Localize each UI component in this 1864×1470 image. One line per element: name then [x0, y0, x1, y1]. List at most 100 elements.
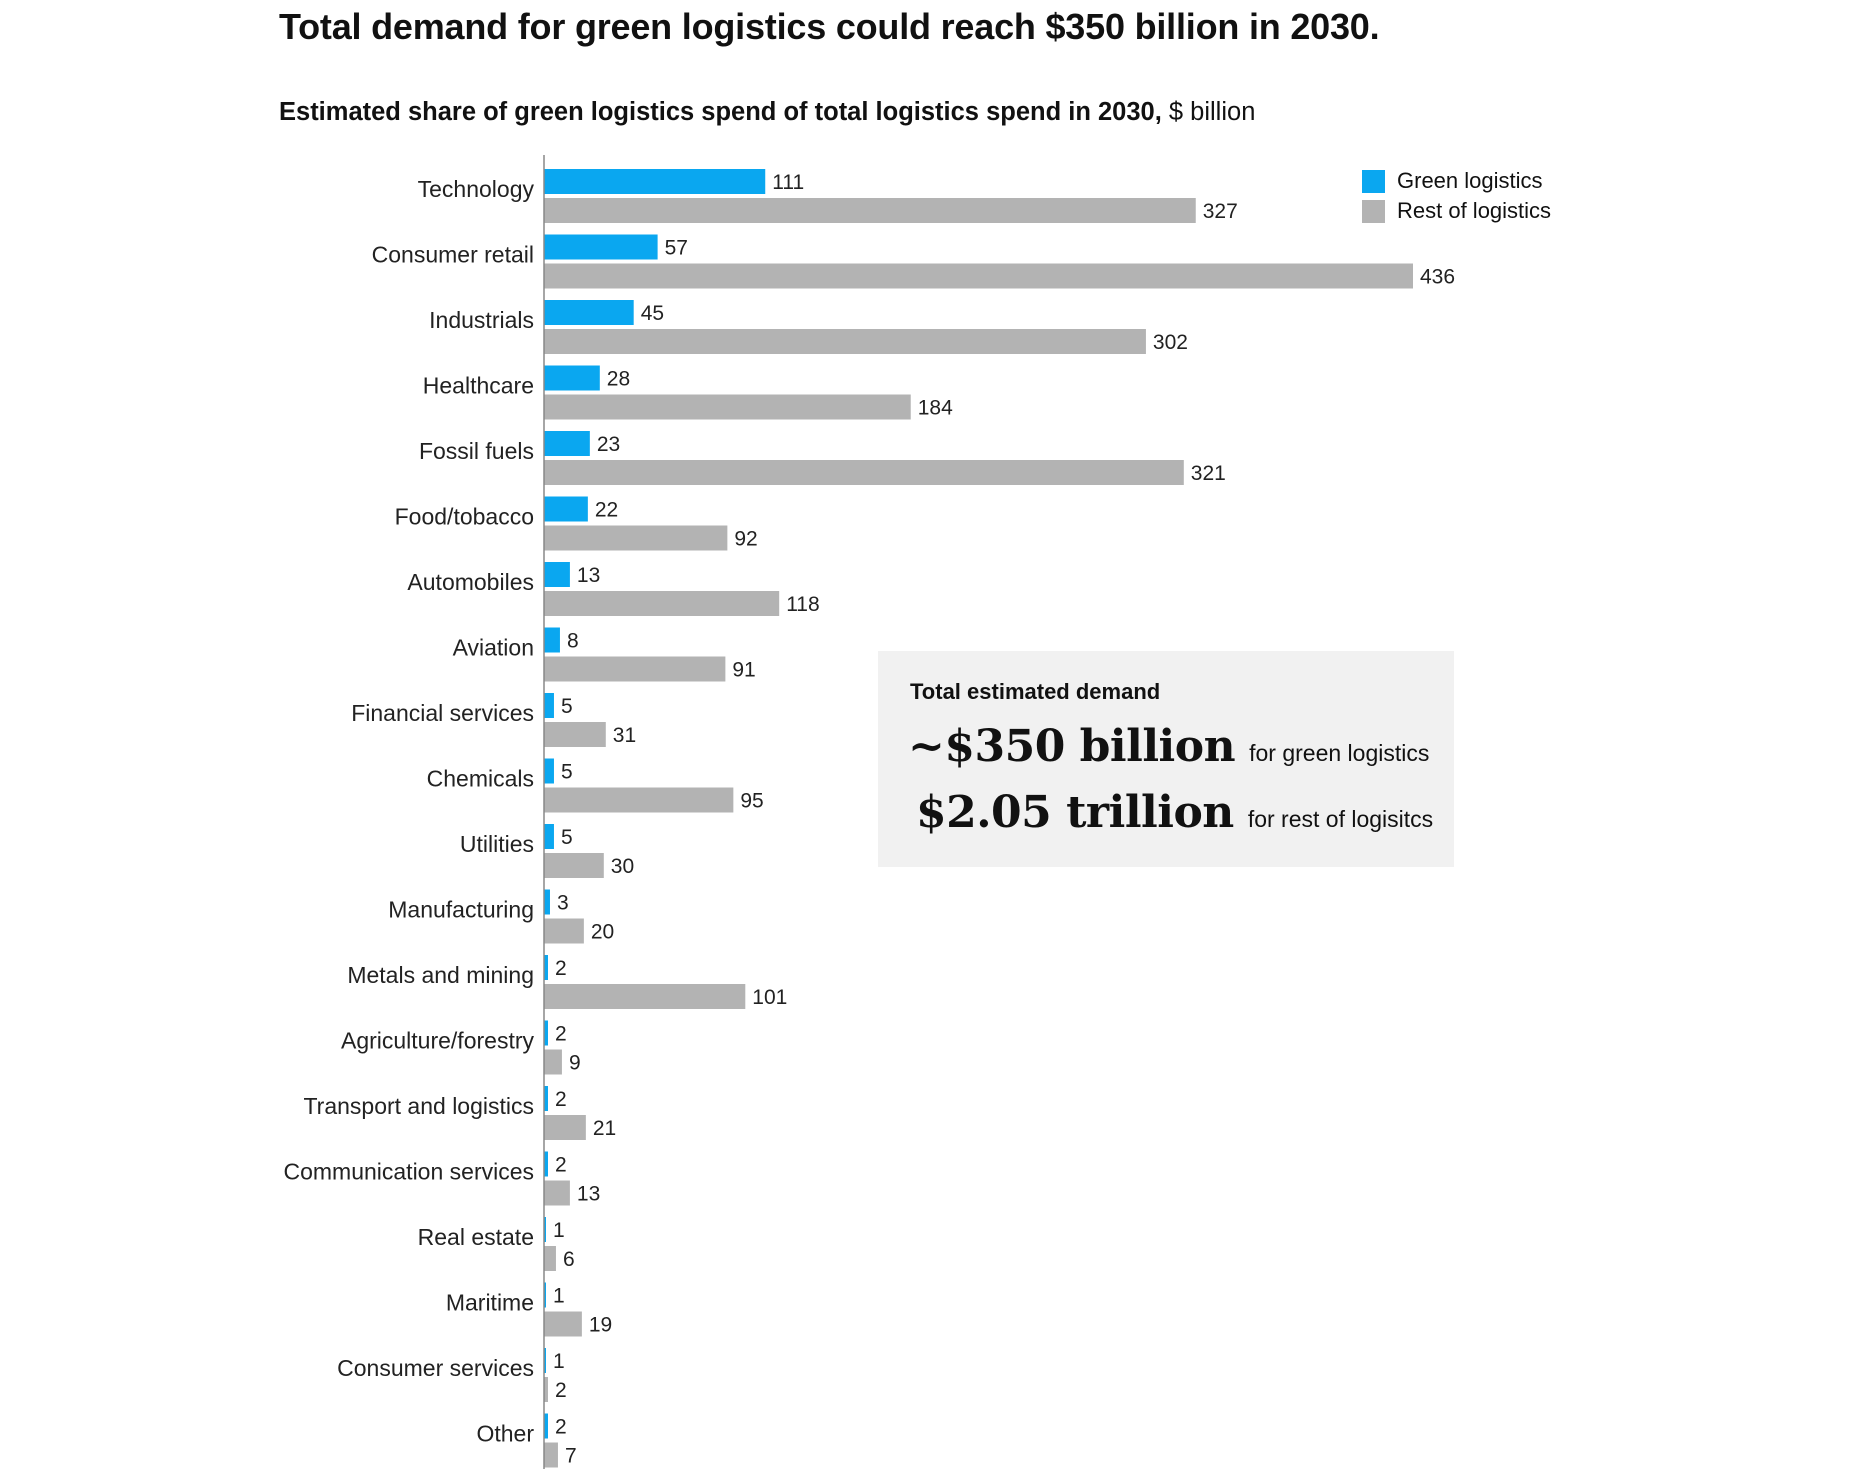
value-label-rest-technology: 327: [1203, 200, 1238, 223]
category-label-consumer-services: Consumer services: [337, 1355, 534, 1381]
bar-rest-metals-and-mining: [544, 984, 746, 1009]
bar-green-agriculture-forestry: [544, 1020, 548, 1046]
bar-green-food-tobacco: [544, 496, 588, 522]
legend-item-green: Green logistics: [1362, 166, 1551, 196]
value-label-green-chemicals: 5: [561, 761, 573, 784]
value-label-rest-aviation: 91: [732, 659, 755, 682]
subtitle-unit: $ billion: [1168, 98, 1256, 126]
bar-green-automobiles: [544, 562, 570, 587]
bar-rest-consumer-retail: [544, 263, 1413, 289]
value-label-rest-agriculture-forestry: 9: [569, 1052, 581, 1075]
bar-rest-manufacturing: [544, 918, 584, 944]
value-label-green-manufacturing: 3: [557, 892, 569, 915]
chart-subtitle: Estimated share of green logistics spend…: [279, 98, 1255, 127]
bar-green-industrials: [544, 300, 634, 325]
value-label-rest-consumer-retail: 436: [1420, 266, 1455, 289]
bar-rest-fossil-fuels: [544, 460, 1184, 485]
category-label-automobiles: Automobiles: [407, 569, 534, 595]
category-label-transport-and-logistics: Transport and logistics: [303, 1093, 534, 1119]
value-label-green-other: 2: [555, 1416, 567, 1439]
value-label-green-automobiles: 13: [577, 564, 600, 587]
bar-rest-real-estate: [544, 1246, 556, 1271]
bar-rest-chemicals: [544, 787, 734, 813]
category-label-communication-services: Communication services: [283, 1159, 534, 1185]
category-label-metals-and-mining: Metals and mining: [347, 962, 534, 988]
value-label-rest-maritime: 19: [589, 1314, 612, 1337]
value-label-rest-healthcare: 184: [918, 397, 953, 420]
value-label-green-fossil-fuels: 23: [597, 433, 620, 456]
value-label-green-communication-services: 2: [555, 1154, 567, 1177]
callout-rest-note: for rest of logisitcs: [1247, 806, 1434, 832]
value-label-green-metals-and-mining: 2: [555, 957, 567, 980]
bar-rest-other: [544, 1442, 558, 1468]
legend-label-green: Green logistics: [1397, 168, 1543, 193]
category-label-consumer-retail: Consumer retail: [372, 242, 534, 268]
callout-rest-value: $2.05 trillion: [916, 787, 1234, 838]
value-label-rest-automobiles: 118: [786, 593, 819, 616]
value-label-green-industrials: 45: [641, 302, 664, 325]
value-label-green-healthcare: 28: [607, 368, 630, 391]
bar-rest-communication-services: [544, 1180, 570, 1206]
bar-rest-food-tobacco: [544, 525, 728, 551]
bar-green-maritime: [544, 1282, 546, 1308]
bar-green-healthcare: [544, 365, 600, 391]
category-label-other: Other: [476, 1421, 534, 1447]
bar-rest-maritime: [544, 1311, 582, 1337]
bar-green-fossil-fuels: [544, 431, 590, 456]
value-label-green-financial-services: 5: [561, 695, 573, 718]
legend-label-rest: Rest of logistics: [1397, 198, 1552, 223]
bar-rest-automobiles: [544, 591, 780, 616]
category-label-technology: Technology: [418, 176, 535, 202]
value-label-green-consumer-services: 1: [553, 1350, 565, 1373]
category-label-healthcare: Healthcare: [423, 373, 534, 399]
bar-green-financial-services: [544, 693, 554, 718]
value-label-green-utilities: 5: [561, 826, 573, 849]
bar-green-transport-and-logistics: [544, 1086, 548, 1111]
category-label-utilities: Utilities: [460, 831, 534, 857]
bar-green-chemicals: [544, 758, 554, 784]
legend-item-rest: Rest of logistics: [1362, 196, 1551, 226]
value-label-rest-manufacturing: 20: [591, 921, 614, 944]
callout-title: Total estimated demand: [910, 679, 1161, 704]
bar-rest-aviation: [544, 656, 726, 682]
value-label-rest-transport-and-logistics: 21: [593, 1117, 616, 1140]
bar-green-consumer-services: [544, 1348, 546, 1373]
bar-rest-healthcare: [544, 394, 911, 420]
value-label-rest-industrials: 302: [1153, 331, 1188, 354]
value-label-green-technology: 111: [772, 171, 804, 194]
bar-rest-utilities: [544, 853, 604, 878]
category-label-manufacturing: Manufacturing: [388, 897, 534, 923]
bar-green-metals-and-mining: [544, 955, 548, 980]
callout-green-total: ~$350 billion for green logistics: [908, 721, 1429, 772]
bar-rest-consumer-services: [544, 1377, 548, 1402]
chart-title: Total demand for green logistics could r…: [279, 6, 1380, 47]
value-label-green-real-estate: 1: [553, 1219, 565, 1242]
bar-rest-transport-and-logistics: [544, 1115, 586, 1140]
bar-green-aviation: [544, 627, 560, 653]
legend-swatch-green: [1362, 169, 1385, 193]
category-label-chemicals: Chemicals: [427, 766, 534, 792]
value-label-rest-other: 7: [565, 1445, 577, 1468]
value-label-green-transport-and-logistics: 2: [555, 1088, 567, 1111]
callout-green-value: ~$350 billion: [908, 721, 1236, 772]
subtitle-main: Estimated share of green logistics spend…: [279, 98, 1162, 126]
value-label-green-food-tobacco: 22: [595, 499, 618, 522]
bar-rest-industrials: [544, 329, 1146, 354]
bar-green-other: [544, 1413, 548, 1439]
category-label-food-tobacco: Food/tobacco: [395, 504, 534, 530]
value-label-rest-communication-services: 13: [577, 1183, 600, 1206]
category-label-fossil-fuels: Fossil fuels: [419, 438, 534, 464]
bar-green-manufacturing: [544, 889, 550, 915]
bar-green-real-estate: [544, 1217, 546, 1242]
value-label-rest-food-tobacco: 92: [734, 528, 757, 551]
bar-rest-agriculture-forestry: [544, 1049, 562, 1075]
category-label-industrials: Industrials: [429, 307, 534, 333]
value-label-rest-utilities: 30: [611, 855, 634, 878]
callout-green-note: for green logistics: [1249, 740, 1430, 766]
category-label-financial-services: Financial services: [351, 700, 534, 726]
bar-green-technology: [544, 169, 766, 194]
category-label-maritime: Maritime: [446, 1290, 534, 1316]
bar-green-consumer-retail: [544, 234, 658, 260]
total-demand-callout: Total estimated demand ~$350 billion for…: [878, 651, 1454, 867]
category-label-real-estate: Real estate: [418, 1224, 534, 1250]
